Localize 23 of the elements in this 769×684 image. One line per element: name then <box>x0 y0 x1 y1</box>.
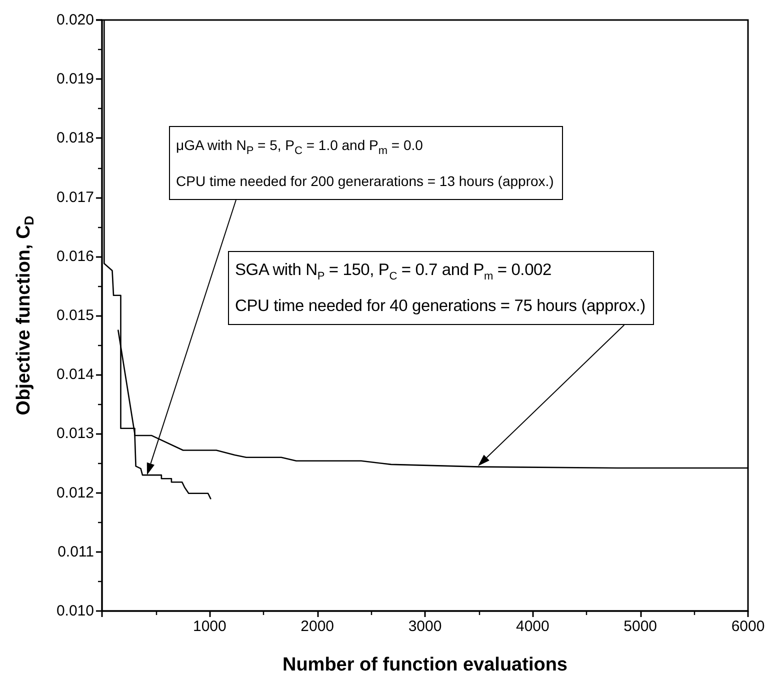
x-tick-label: 2000 <box>300 618 334 635</box>
x-axis-title: Number of function evaluations <box>282 654 568 676</box>
annotation: CPU time needed for 40 generations = 75 hours (approx.) <box>235 296 646 318</box>
annotation: CPU time needed for 200 generarations = 13 hours (approx.) <box>176 172 554 191</box>
y-tick-label: 0.014 <box>56 366 94 384</box>
y-tick-label: 0.011 <box>58 543 94 560</box>
y-axis-title: Objective function, CD <box>13 216 36 416</box>
x-tick-label: 1000 <box>192 618 226 635</box>
y-tick-label: 0.018 <box>56 130 94 147</box>
y-tick-label: 0.017 <box>56 188 94 206</box>
y-tick-label: 0.016 <box>56 248 94 265</box>
y-tick-label: 0.020 <box>56 12 94 28</box>
y-tick-label: 0.015 <box>56 307 94 324</box>
x-tick-label: 5000 <box>624 618 658 635</box>
y-tick-label: 0.013 <box>56 425 94 442</box>
x-tick-label: 3000 <box>408 618 442 635</box>
y-tick-label: 0.019 <box>56 70 94 88</box>
annotation: μGA with N$_{P}$ = 5, P$_{C}$ = 1.0 and P$_{m}$ = 0.0 <box>176 136 424 159</box>
x-tick-label: 4000 <box>516 618 550 635</box>
y-tick-label: 0.012 <box>56 484 94 502</box>
x-tick-label: 6000 <box>731 618 765 635</box>
y-tick-label: 0.010 <box>56 602 94 620</box>
annotation: SGA with N$_{P}$ = 150, P$_{C}$ = 0.7 and P$_{m}$ = 0.002 <box>235 260 552 284</box>
